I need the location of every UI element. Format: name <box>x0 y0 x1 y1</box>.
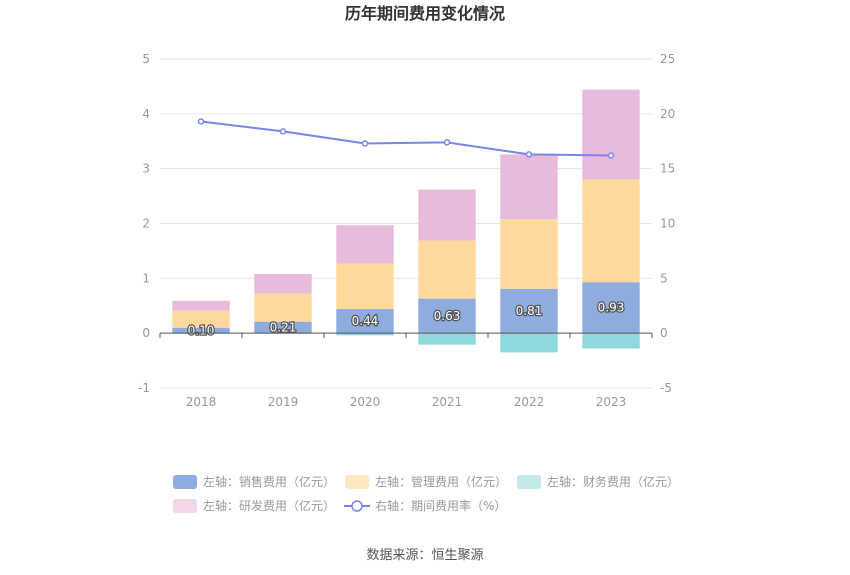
legend-swatch <box>173 499 197 513</box>
sales-data-label: 0.10 <box>188 323 215 337</box>
left-y-axis: -1 0 1 2 3 4 5 <box>138 52 150 395</box>
left-tick-label: 5 <box>142 52 150 66</box>
legend-item[interactable]: 左轴：财务费用（亿元） <box>517 474 679 489</box>
bar-series <box>172 89 640 353</box>
data-labels: 0.10 0.21 0.44 0.63 0.81 0.93 <box>186 299 625 338</box>
left-tick-label: -1 <box>138 381 150 395</box>
expense-rate-point <box>361 140 369 147</box>
expense-rate-point <box>279 128 287 135</box>
legend-label: 左轴：研发费用（亿元） <box>203 498 335 513</box>
grid-lines <box>160 58 652 389</box>
right-tick-label: 0 <box>660 326 668 340</box>
sales-data-label: 0.63 <box>434 309 461 323</box>
bar-sales-expense <box>254 321 312 334</box>
bar-finance-expense <box>336 333 394 336</box>
expense-rate-line <box>200 120 612 157</box>
legend-marker <box>351 500 363 512</box>
bar-rnd-expense <box>172 300 230 311</box>
bar-rnd-expense <box>336 225 394 264</box>
bar-sales-expense <box>336 309 394 334</box>
left-tick-label: 1 <box>142 271 150 285</box>
sales-data-label: 0.81 <box>516 304 543 318</box>
legend[interactable]: 左轴：销售费用（亿元） 左轴：管理费用（亿元） 左轴：财务费用（亿元） 左轴：研发费用… <box>173 474 679 513</box>
legend-label: 左轴：销售费用（亿元） <box>203 474 335 489</box>
legend-label: 左轴：财务费用（亿元） <box>547 474 679 489</box>
bar-admin-expense <box>254 293 312 322</box>
right-tick-label: 25 <box>660 52 675 66</box>
legend-item[interactable]: 左轴：研发费用（亿元） <box>173 498 335 513</box>
x-tick-label: 2022 <box>514 395 545 409</box>
bar-rnd-expense <box>582 89 640 180</box>
expense-rate-point <box>197 118 205 125</box>
bar-rnd-expense <box>500 154 558 220</box>
bar-sales-expense <box>582 282 640 334</box>
right-tick-label: 20 <box>660 107 675 121</box>
bar-sales-expense <box>418 298 476 334</box>
bar-finance-expense <box>418 333 476 345</box>
x-tick-label: 2018 <box>186 395 217 409</box>
bar-admin-expense <box>172 310 230 328</box>
left-tick-label: 0 <box>142 326 150 340</box>
x-axis: 2018 2019 2020 2021 2022 2023 <box>159 332 653 409</box>
bar-finance-expense <box>582 333 640 349</box>
line-series <box>197 118 615 159</box>
bar-rnd-expense <box>418 189 476 241</box>
bar-admin-expense <box>418 240 476 299</box>
right-tick-label: -5 <box>660 381 672 395</box>
x-tick-label: 2019 <box>268 395 299 409</box>
left-tick-label: 4 <box>142 107 150 121</box>
expense-rate-point <box>607 152 615 159</box>
legend-swatch <box>173 475 197 489</box>
legend-item[interactable]: 左轴：管理费用（亿元） <box>345 474 507 489</box>
expense-rate-point <box>443 139 451 146</box>
sales-data-label: 0.21 <box>270 320 297 334</box>
right-y-axis: -5 0 5 10 15 20 25 <box>660 52 675 395</box>
right-tick-label: 5 <box>660 271 668 285</box>
expense-rate-point <box>525 151 533 158</box>
left-tick-label: 2 <box>142 217 150 231</box>
legend-label: 左轴：管理费用（亿元） <box>375 474 507 489</box>
legend-item[interactable]: 左轴：销售费用（亿元） <box>173 474 335 489</box>
x-tick-label: 2023 <box>596 395 627 409</box>
bar-admin-expense <box>582 179 640 283</box>
left-tick-label: 3 <box>142 162 150 176</box>
right-tick-label: 10 <box>660 217 675 231</box>
sales-data-label: 0.44 <box>352 314 379 328</box>
bar-admin-expense <box>500 219 558 289</box>
bar-sales-expense <box>172 327 230 334</box>
bar-sales-expense <box>500 288 558 334</box>
legend-swatch <box>517 475 541 489</box>
right-tick-label: 15 <box>660 162 675 176</box>
chart-title: 历年期间费用变化情况 <box>345 4 505 23</box>
bar-admin-expense <box>336 263 394 310</box>
legend-label: 右轴：期间费用率（%） <box>375 498 506 513</box>
legend-swatch <box>345 475 369 489</box>
bar-rnd-expense <box>254 273 312 294</box>
legend-item[interactable]: 右轴：期间费用率（%） <box>344 498 506 513</box>
x-tick-label: 2020 <box>350 395 381 409</box>
sales-data-label: 0.93 <box>598 301 625 315</box>
x-tick-label: 2021 <box>432 395 463 409</box>
source-note: 数据来源：恒生聚源 <box>366 548 483 563</box>
bar-finance-expense <box>500 333 558 353</box>
